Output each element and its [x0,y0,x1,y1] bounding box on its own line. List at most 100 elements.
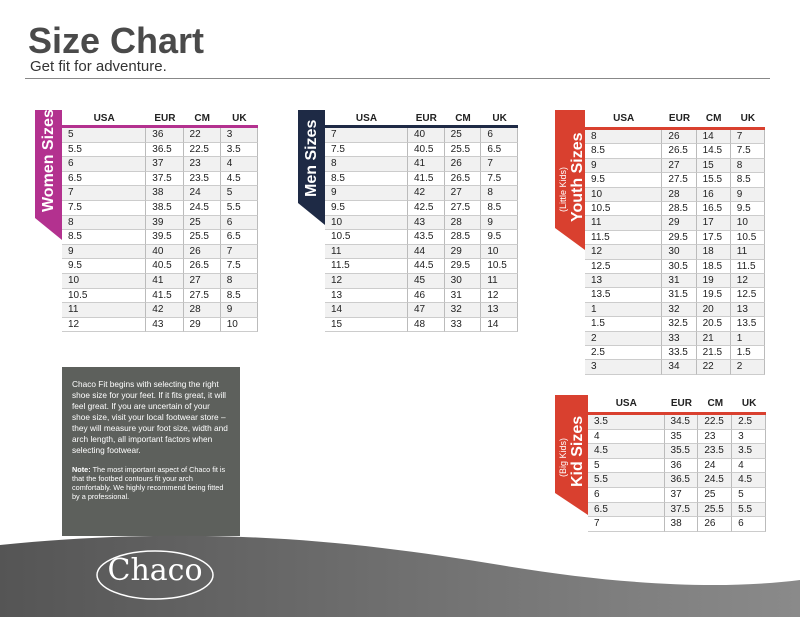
table-cell: 27.5 [662,173,697,188]
table-cell: 28 [662,187,697,202]
table-cell: 8 [481,186,518,201]
column-header: USA [615,398,637,409]
table-cell: 38.5 [146,201,184,216]
table-cell: 6 [62,157,147,172]
table-cell: 9 [730,187,765,202]
column-header: EUR [415,113,437,124]
table-cell: 3.5 [732,444,766,459]
divider [25,78,770,79]
table-cell: 7 [325,128,408,143]
table-cell: 29.5 [662,230,697,246]
table-cell: 43.5 [407,230,445,245]
table-cell: 10 [730,216,765,231]
table-cell: 12 [481,288,518,304]
table-cell: 18.5 [696,259,731,274]
table-cell: 22 [183,128,221,143]
table-cell: 9 [481,215,518,231]
table-cell: 8 [325,157,408,172]
table-cell: 19 [696,274,731,289]
table-cell: 40 [146,244,184,260]
table-cell: 41.5 [407,171,445,187]
table-cell: 31 [662,274,697,289]
table-cell: 3 [585,360,663,375]
table-cell: 13 [585,274,663,289]
table-cell: 21.5 [696,346,731,361]
table-cell: 8.5 [585,144,663,159]
table-cell: 14 [481,317,518,333]
table-cell: 45 [407,274,445,289]
table-cell: 16 [696,187,731,202]
table-cell: 19.5 [696,288,731,303]
table-cell: 9 [220,303,258,318]
table-cell: 8.5 [481,201,518,216]
table-cell: 22.5 [698,415,733,430]
table-cell: 37.5 [146,171,184,187]
table-cell: 13.5 [585,288,663,303]
table-cell: 8 [585,130,663,145]
table-cell: 37 [146,157,184,172]
column-header: UK [740,113,756,124]
table-cell: 12.5 [585,259,663,274]
table-cell: 11 [585,216,663,231]
table-cell: 4 [588,429,665,445]
table-cell: 25 [183,215,221,231]
table-cell: 9.5 [62,259,147,274]
table-cell: 11.5 [325,259,408,274]
column-header: EUR [670,398,692,409]
table-cell: 40.5 [146,259,184,274]
column-header: UK [492,113,507,124]
table-cell: 13 [730,302,765,318]
table-cell: 28 [444,215,482,231]
table-cell: 9 [325,186,408,201]
table-cell: 9.5 [730,202,765,217]
table-cell: 26 [698,517,733,532]
table-cell: 6.5 [220,230,258,245]
table-cell: 30.5 [662,259,697,274]
table-cell: 3 [732,429,766,445]
column-header: USA [355,113,378,124]
table-cell: 9 [62,244,147,260]
table-cell: 39.5 [146,230,184,245]
table-cell: 41 [146,274,184,289]
table-cell: 1 [730,331,765,346]
table-cell: 24 [698,458,733,474]
table-cell: 2 [730,360,765,375]
table-sublabel: (Little Kids) [558,166,568,212]
table-cell: 7.5 [481,171,518,187]
table-cell: 6.5 [481,142,518,158]
table-cell: 41 [407,157,445,172]
table-cell: 9 [585,158,663,174]
table-cell: 7.5 [220,259,258,274]
table-cell: 6 [732,517,766,532]
table-label: Men Sizes [303,119,320,197]
header-underline [585,127,765,130]
table-cell: 31 [444,288,482,304]
table-cell: 5 [220,186,258,201]
table-cell: 6.5 [588,502,665,518]
table-cell: 7.5 [62,201,147,216]
table-cell: 12 [585,245,663,260]
table-cell: 10.5 [481,259,518,274]
table-cell: 14 [325,303,408,318]
table-cell: 3.5 [220,142,258,158]
table-cell: 12 [730,274,765,289]
table-cell: 8 [220,274,258,289]
table-cell: 5 [62,128,147,143]
info-text: Chaco Fit begins with selecting the righ… [72,379,228,455]
table-cell: 44.5 [407,259,445,274]
table-cell: 27 [662,158,697,174]
table-cell: 25.5 [444,142,482,158]
table-cell: 33 [444,317,482,333]
table-cell: 10.5 [585,202,663,217]
table-cell: 33.5 [662,346,697,361]
table-cell: 11.5 [730,259,765,274]
table-cell: 2.5 [585,346,663,361]
table-cell: 30 [444,274,482,289]
table-cell: 37 [664,488,699,503]
table-cell: 17.5 [696,230,731,246]
table-cell: 6.5 [62,171,147,187]
table-cell: 34.5 [664,415,699,430]
column-header: UK [232,113,247,124]
table-cell: 5 [588,458,665,474]
table-cell: 22 [696,360,731,375]
